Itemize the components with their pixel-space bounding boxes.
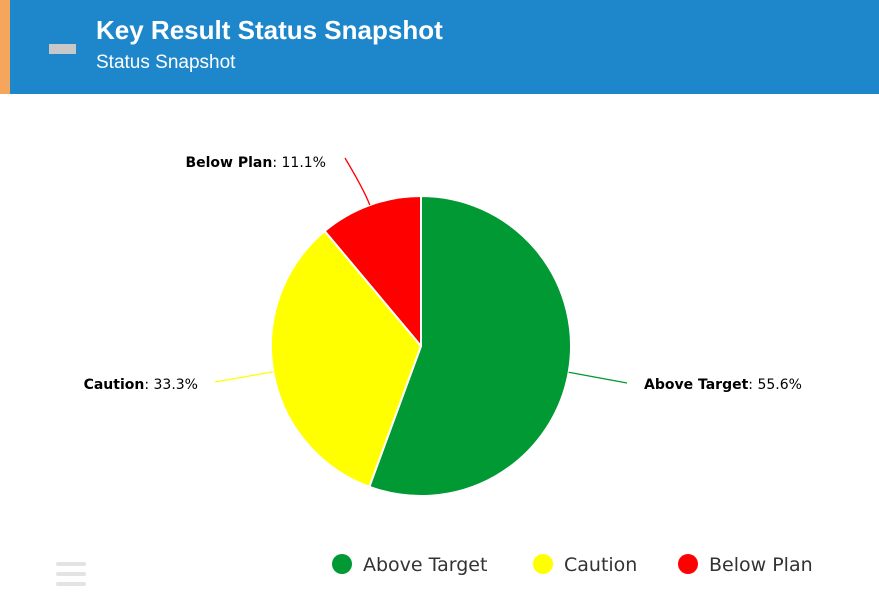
hamburger-menu-icon[interactable] xyxy=(56,562,86,586)
connector-above-target xyxy=(568,371,628,384)
minus-icon[interactable] xyxy=(49,44,76,54)
chart-header: Key Result Status Snapshot Status Snapsh… xyxy=(0,0,879,94)
legend-label-caution: Caution xyxy=(564,554,637,576)
data-label-below-plan: Below Plan: 11.1% xyxy=(185,155,326,171)
legend-label-above-target: Above Target xyxy=(363,554,487,576)
data-label-caution: Caution: 33.3% xyxy=(84,377,198,393)
chart-subtitle: Status Snapshot xyxy=(96,52,236,73)
pie-slice-below-plan[interactable] xyxy=(323,195,422,347)
pie-slice-caution[interactable] xyxy=(270,230,422,488)
data-label-above-target: Above Target: 55.6% xyxy=(644,377,802,393)
chart-title: Key Result Status Snapshot xyxy=(96,15,443,45)
legend-item-above-target[interactable]: Above Target xyxy=(332,554,487,576)
legend-label-below-plan: Below Plan xyxy=(709,554,813,576)
legend-item-below-plan[interactable]: Below Plan xyxy=(678,554,813,576)
legend-item-caution[interactable]: Caution xyxy=(533,554,637,576)
legend-marker-above-target xyxy=(332,554,352,574)
connector-caution xyxy=(214,371,274,383)
legend-marker-caution xyxy=(533,554,553,574)
legend-marker-below-plan xyxy=(678,554,698,574)
header-accent-bar xyxy=(0,0,10,94)
connector-below-plan xyxy=(344,157,371,206)
